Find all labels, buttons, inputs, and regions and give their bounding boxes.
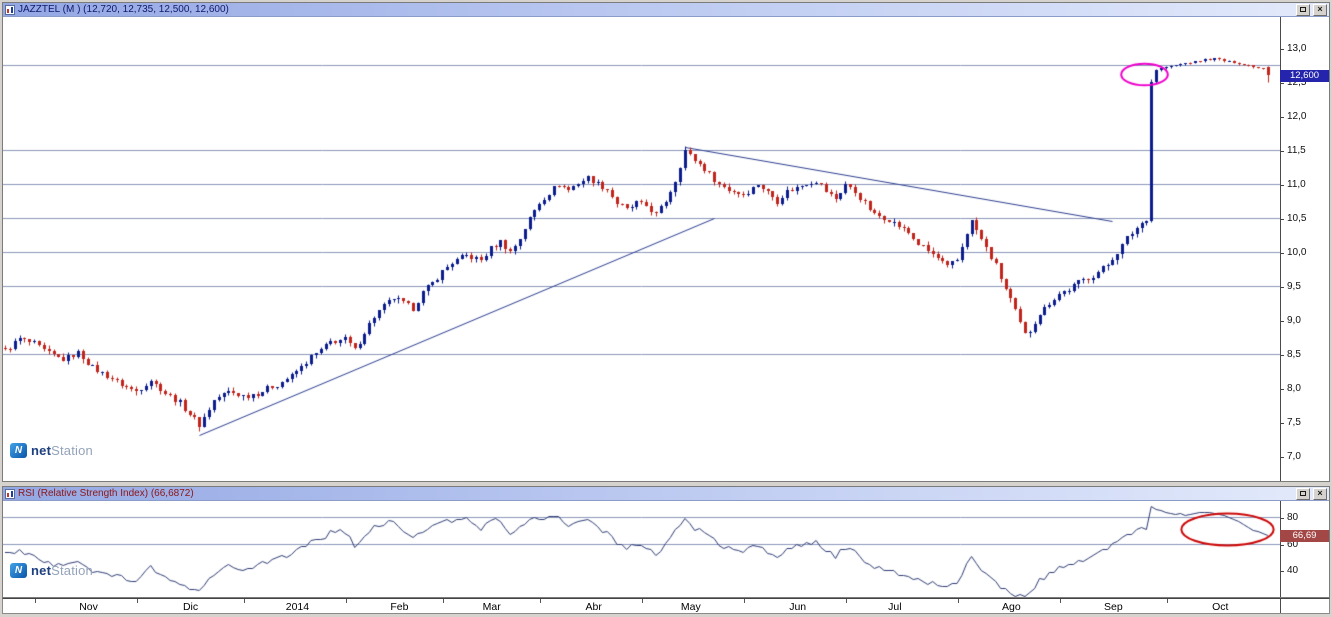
time-axis-tick [540,599,542,603]
axis-tick-mark [1281,545,1284,546]
netstation-logo: N netStation [10,443,93,458]
time-axis-month-label: Dic [182,601,199,613]
time-axis-month-label: Mar [482,601,501,613]
axis-tick-mark [1281,457,1284,458]
chart-window-icon [5,4,15,15]
rsi-axis-tick-label: 80 [1287,511,1299,523]
logo-net: net [31,563,52,578]
time-axis-month-label: Ago [1002,601,1021,613]
close-icon: × [1317,488,1323,498]
axis-tick-mark [1281,185,1284,186]
price-chart-titlebar[interactable]: JAZZTEL (M ) (12,720, 12,735, 12,500, 12… [3,3,1329,17]
rsi-close-button[interactable]: × [1313,487,1327,500]
price-chart-area: N netStation 13,0 12,5 12,0 11,5 11,0 10,5 10,… [3,17,1329,481]
price-chart-canvas[interactable] [3,17,1280,481]
price-axis-tick-label: 11,0 [1287,178,1306,190]
logo-net: net [31,443,52,458]
netstation-logo-icon: N [10,563,27,578]
logo-station: Station [51,443,93,458]
price-axis-tick-label: 10,0 [1287,246,1307,258]
time-axis-tick [443,599,445,603]
time-axis-tick [35,599,37,603]
netstation-logo-icon: N [10,443,27,458]
axis-tick-mark [1281,49,1284,50]
time-axis-month-label: Sep [1104,601,1123,613]
price-axis-tick-label: 7,0 [1287,450,1301,462]
rsi-maximize-button[interactable] [1296,487,1310,500]
rsi-window-icon [5,488,15,499]
time-axis-month-label: Feb [390,601,409,613]
last-price-badge: 12,600 [1280,69,1329,82]
time-axis-month-label: Abr [585,601,602,613]
axis-tick-mark [1281,389,1284,390]
time-axis-month-label: Oct [1212,601,1229,613]
maximize-icon [1300,7,1306,12]
price-axis-tick-label: 9,5 [1287,280,1301,292]
netstation-logo-text: netStation [31,443,93,458]
rsi-window: RSI (Relative Strength Index) (66,6872) … [2,486,1330,598]
axis-tick-mark [1281,355,1284,356]
time-axis-month-label: Jul [888,601,902,613]
time-axis-tick [243,599,245,603]
rsi-axis-tick-label: 40 [1287,564,1299,576]
price-axis-tick-label: 12,0 [1287,110,1307,122]
time-axis-tick [1166,599,1168,603]
axis-tick-mark [1281,219,1284,220]
rsi-titlebar[interactable]: RSI (Relative Strength Index) (66,6872) … [3,487,1329,501]
time-axis-tick [744,599,746,603]
logo-station: Station [51,563,93,578]
price-chart-title: JAZZTEL (M ) (12,720, 12,735, 12,500, 12… [18,4,229,15]
price-y-axis[interactable]: 13,0 12,5 12,0 11,5 11,0 10,5 10,0 9,5 9,0 8,5 8,0… [1280,17,1329,481]
time-axis-tick [642,599,644,603]
rsi-y-axis[interactable]: 80 60 40 [1280,501,1329,597]
axis-tick-mark [1281,83,1284,84]
maximize-icon [1300,491,1306,496]
maximize-button[interactable] [1296,3,1310,16]
axis-tick-mark [1281,321,1284,322]
price-axis-tick-label: 7,5 [1287,416,1301,428]
close-icon: × [1317,4,1323,14]
price-axis-tick-label: 13,0 [1287,42,1307,54]
time-axis-corner [1280,599,1329,613]
axis-tick-mark [1281,151,1284,152]
price-axis-tick-label: 10,5 [1287,212,1307,224]
rsi-title: RSI (Relative Strength Index) (66,6872) [18,488,194,499]
axis-tick-mark [1281,571,1284,572]
axis-tick-mark [1281,423,1284,424]
time-axis-tick [137,599,139,603]
rsi-axis-tick-label: 60 [1287,538,1299,550]
axis-tick-mark [1281,518,1284,519]
price-axis-tick-label: 8,5 [1287,348,1301,360]
price-axis-tick-label: 11,5 [1287,144,1306,156]
time-axis-tick [957,599,959,603]
axis-tick-mark [1281,253,1284,254]
price-axis-tick-label: 12,5 [1287,76,1307,88]
axis-tick-mark [1281,117,1284,118]
netstation-logo-text: netStation [31,563,93,578]
time-axis-tick [345,599,347,603]
netstation-logo: N netStation [10,563,93,578]
time-axis[interactable]: Nov Dic 2014 Feb Mar Abr May Jun Jul Ago Sep Oct [2,598,1330,614]
price-axis-tick-label: 9,0 [1287,314,1301,326]
price-chart-window: JAZZTEL (M ) (12,720, 12,735, 12,500, 12… [2,2,1330,482]
time-axis-month-label: Jun [789,601,807,613]
rsi-value-badge: 66,69 [1280,529,1329,542]
time-axis-tick [846,599,848,603]
rsi-chart-area: N netStation 80 60 40 66,69 [3,501,1329,597]
price-axis-tick-label: 8,0 [1287,382,1301,394]
time-axis-month-label: 2014 [285,601,310,613]
time-axis-month-label: Nov [79,601,98,613]
time-axis-tick [1059,599,1061,603]
rsi-chart-canvas[interactable] [3,501,1280,597]
time-axis-month-label: May [680,601,701,613]
axis-tick-mark [1281,287,1284,288]
close-button[interactable]: × [1313,3,1327,16]
